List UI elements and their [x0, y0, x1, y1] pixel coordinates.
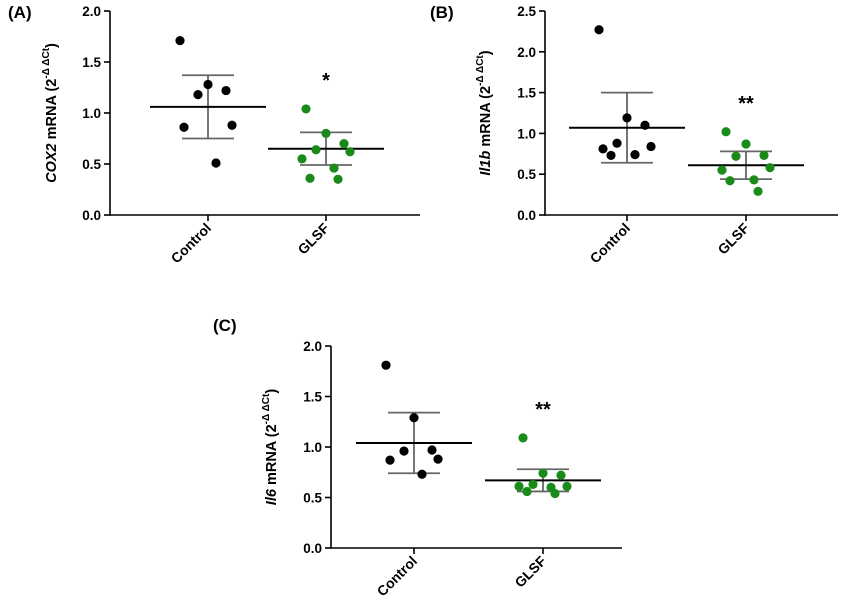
data-point — [528, 479, 538, 489]
y-axis-label: Il6 mRNA (2-Δ ΔCt) — [261, 389, 280, 506]
data-point — [301, 104, 311, 114]
data-point — [305, 173, 315, 183]
y-axis-label-exponent: -Δ ΔCt — [475, 55, 486, 86]
x-category-label: Control — [587, 220, 634, 267]
data-point — [538, 468, 548, 478]
data-point — [179, 122, 189, 132]
data-point — [339, 139, 349, 149]
data-point — [640, 120, 650, 130]
y-tick-label: 0.5 — [82, 157, 101, 172]
y-tick-label: 0.0 — [303, 541, 322, 556]
data-point — [203, 79, 213, 90]
data-point — [556, 470, 566, 480]
y-axis-label: Il1b mRNA (2-Δ ΔCt) — [475, 50, 494, 175]
y-axis-label-exponent: -Δ ΔCt — [41, 47, 52, 78]
y-tick-label: 0.5 — [303, 491, 322, 506]
y-tick-label: 2.0 — [303, 339, 322, 354]
x-category-label: GLSF — [511, 552, 549, 590]
data-point — [731, 151, 741, 161]
significance-marker: ** — [535, 399, 551, 421]
data-point — [409, 413, 419, 423]
data-point — [725, 176, 735, 186]
y-tick-label: 1.0 — [303, 440, 322, 455]
data-point — [381, 360, 391, 370]
significance-marker: ** — [738, 93, 754, 115]
data-point — [759, 150, 769, 161]
y-tick-label: 1.0 — [517, 126, 536, 141]
data-point — [550, 488, 560, 499]
x-category-label: GLSF — [714, 219, 752, 257]
y-tick-label: 1.5 — [82, 55, 101, 70]
data-point — [333, 174, 343, 184]
y-tick-label: 1.5 — [517, 86, 536, 101]
significance-marker: * — [322, 70, 330, 92]
data-point — [765, 163, 775, 173]
chart-panel-3: (C) 0.0 0.5 1.0 1.5 2.0 Control GLSF Il6 mRNA (2… — [213, 316, 622, 599]
data-point — [385, 455, 395, 465]
data-point — [606, 150, 616, 161]
y-axis-label-text: mRNA (2 — [264, 424, 280, 489]
panel-label: (A) — [8, 3, 32, 22]
y-axis-label: COX2 mRNA (2-Δ ΔCt) — [41, 43, 60, 183]
data-point — [518, 433, 528, 443]
data-point — [514, 481, 524, 491]
y-axis-label-exponent: -Δ ΔCt — [261, 393, 272, 424]
chart-panel-1: (A) 0.0 0.5 1.0 1.5 2.0 Control GLSF COX2 mRNA (… — [8, 3, 420, 266]
data-point — [753, 186, 763, 196]
panel-label: (C) — [213, 316, 237, 335]
y-tick-label: 0.5 — [517, 167, 536, 182]
y-tick-label: 2.0 — [82, 4, 101, 19]
data-point — [427, 445, 437, 455]
chart-panel-2: (B) 0.0 0.5 1.0 1.5 2.0 2.5 Control GLSF Il1b mRN… — [430, 3, 838, 266]
data-point — [417, 469, 427, 479]
data-point — [221, 85, 231, 96]
x-category-label: GLSF — [294, 219, 332, 257]
y-axis-label-gene: Il1b — [478, 150, 494, 175]
data-point — [721, 127, 731, 137]
y-tick-label: 2.5 — [517, 4, 536, 19]
panel-label: (B) — [430, 3, 454, 22]
data-point — [211, 158, 221, 168]
y-axis-label-text: mRNA (2 — [478, 86, 494, 151]
y-tick-label: 0.0 — [517, 208, 536, 223]
data-point — [562, 481, 572, 491]
y-tick-label: 2.0 — [517, 45, 536, 60]
data-point — [297, 154, 307, 164]
y-axis-label-close: ) — [478, 50, 494, 55]
data-point — [741, 139, 751, 149]
data-point — [612, 138, 622, 148]
y-axis-label-gene: COX2 — [44, 143, 60, 183]
data-point — [749, 175, 759, 185]
data-point — [227, 120, 237, 130]
data-point — [717, 165, 727, 175]
data-point — [175, 35, 185, 46]
data-point — [594, 25, 604, 35]
data-point — [399, 446, 409, 456]
y-tick-label: 1.5 — [303, 390, 322, 405]
data-point — [522, 486, 532, 497]
y-axis-label-text: mRNA (2 — [44, 79, 60, 144]
x-category-label: Control — [374, 553, 421, 600]
y-tick-label: 1.0 — [82, 106, 101, 121]
data-point — [433, 454, 443, 464]
y-axis-label-close: ) — [44, 43, 60, 48]
data-point — [598, 144, 608, 154]
data-point — [622, 113, 632, 123]
data-point — [630, 150, 640, 160]
data-point — [329, 163, 339, 173]
x-category-label: Control — [168, 220, 215, 267]
y-tick-label: 0.0 — [82, 208, 101, 223]
data-point — [345, 147, 355, 157]
data-point — [321, 128, 331, 138]
y-axis-label-gene: Il6 — [264, 488, 280, 505]
data-point — [193, 90, 203, 100]
data-point — [311, 145, 321, 155]
y-axis-label-close: ) — [264, 389, 280, 394]
data-point — [646, 141, 656, 152]
